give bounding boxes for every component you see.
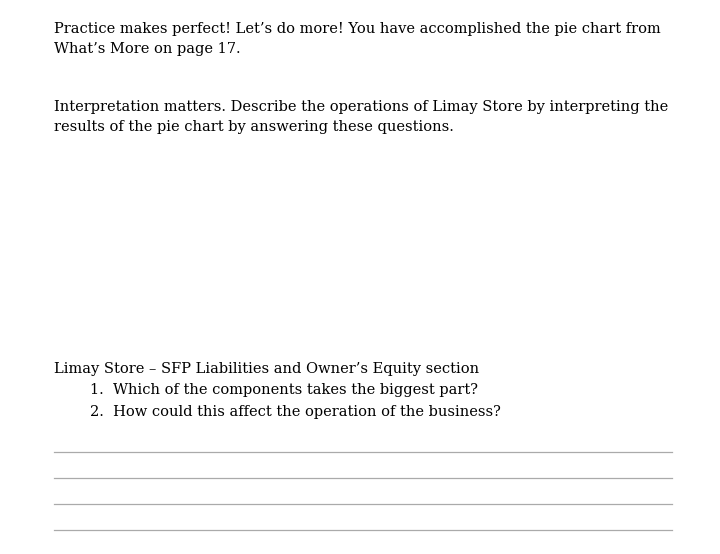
Text: Practice makes perfect! Let’s do more! You have accomplished the pie chart from: Practice makes perfect! Let’s do more! Y…: [54, 22, 661, 36]
Text: Interpretation matters. Describe the operations of Limay Store by interpreting t: Interpretation matters. Describe the ope…: [54, 100, 668, 114]
Text: 2.  How could this affect the operation of the business?: 2. How could this affect the operation o…: [90, 405, 501, 419]
Text: results of the pie chart by answering these questions.: results of the pie chart by answering th…: [54, 120, 454, 134]
Text: Limay Store – SFP Liabilities and Owner’s Equity section: Limay Store – SFP Liabilities and Owner’…: [54, 362, 479, 376]
Text: 1.  Which of the components takes the biggest part?: 1. Which of the components takes the big…: [90, 383, 478, 397]
Text: What’s More on page 17.: What’s More on page 17.: [54, 42, 240, 56]
